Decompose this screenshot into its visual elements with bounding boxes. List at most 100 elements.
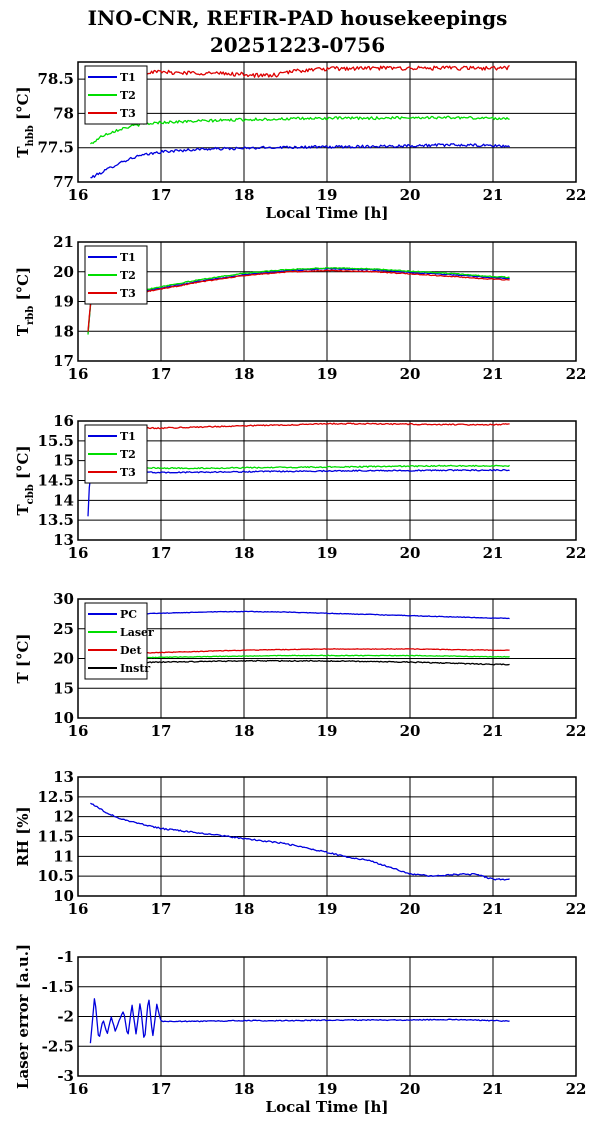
chart-1-ytick-label: 77.5 <box>37 139 74 157</box>
chart-6-plot-frame <box>77 956 577 1077</box>
chart-2-series-line-t3 <box>87 269 510 332</box>
chart-6-ytick-label: -2 <box>57 1008 74 1026</box>
chart-5-plot-frame <box>77 776 577 897</box>
chart-4-xtick-label: 19 <box>317 722 338 740</box>
chart-2-ytick-label: 19 <box>53 293 74 311</box>
chart-4-ytick-label: 25 <box>53 620 74 638</box>
chart-3-xtick-label: 20 <box>400 544 421 562</box>
chart-1-xtick-label: 16 <box>68 186 89 204</box>
chart-4-legend-label: Instr <box>120 662 150 675</box>
chart-4-ytick-label: 20 <box>53 650 74 668</box>
chart-4-legend-label: Laser <box>120 626 154 639</box>
chart-4-ytick-label: 15 <box>53 679 74 697</box>
chart-3-xtick-label: 16 <box>68 544 89 562</box>
chart-2-xtick-label: 16 <box>68 365 89 383</box>
chart-2-legend-label: T1 <box>120 251 136 264</box>
chart-4-series-line-instr <box>90 659 510 666</box>
chart-3-ytick-label: 15.5 <box>37 432 74 450</box>
chart-2-ylabel: Trbb [°C] <box>14 267 36 336</box>
chart-6-xlabel: Local Time [h] <box>266 1098 389 1116</box>
chart-2-ytick-label: 21 <box>53 233 74 251</box>
chart-2-xtick-label: 22 <box>566 365 587 383</box>
chart-1-legend-label: T1 <box>120 71 136 84</box>
chart-3-xtick-label: 17 <box>151 544 172 562</box>
chart-4-ylabel: T [°C] <box>14 633 32 683</box>
chart-5-series-line-1 <box>90 802 510 881</box>
chart-3-ytick-label: 16 <box>53 412 74 430</box>
chart-4-series-line-det <box>90 648 510 656</box>
chart-4-xtick-label: 20 <box>400 722 421 740</box>
chart-6-xtick-label: 16 <box>68 1080 89 1098</box>
chart-1-xlabel: Local Time [h] <box>266 204 389 222</box>
chart-4-ytick-label: 10 <box>53 709 74 727</box>
chart-1-ytick-label: 78 <box>53 104 74 122</box>
chart-3-ytick-label: 14 <box>53 491 74 509</box>
chart-1-series-line-t2 <box>89 115 510 145</box>
chart-3-xtick-label: 19 <box>317 544 338 562</box>
chart-6-xtick-label: 19 <box>317 1080 338 1098</box>
chart-1-ytick-label: 77 <box>53 173 74 191</box>
chart-2-xtick-label: 17 <box>151 365 172 383</box>
chart-3-ytick-label: 14.5 <box>37 472 74 490</box>
chart-3-xtick-label: 22 <box>566 544 587 562</box>
chart-4-xtick-label: 16 <box>68 722 89 740</box>
chart-5-ytick-label: 10.5 <box>37 867 74 885</box>
chart-5-ytick-label: 11.5 <box>37 828 74 846</box>
chart-6-series-line-1 <box>89 998 510 1044</box>
chart-2-series-line-t2 <box>87 266 510 335</box>
chart-1-legend-label: T2 <box>120 89 136 102</box>
chart-5-ytick-label: 10 <box>53 887 74 905</box>
chart-6-ylabel: Laser error [a.u.] <box>14 944 32 1089</box>
chart-5-xtick-label: 18 <box>234 900 255 918</box>
chart-1-plot-frame <box>77 61 577 183</box>
figure-title-line2: 20251223-0756 <box>209 33 386 57</box>
chart-5-xtick-label: 19 <box>317 900 338 918</box>
chart-3-legend-label: T1 <box>120 430 136 443</box>
chart-5-ytick-label: 13 <box>53 768 74 786</box>
chart-3-ytick-label: 15 <box>53 452 74 470</box>
chart-3-xtick-label: 21 <box>483 544 504 562</box>
chart-4-legend-label: PC <box>120 608 137 621</box>
chart-5-xtick-label: 21 <box>483 900 504 918</box>
chart-1-xtick-label: 21 <box>483 186 504 204</box>
chart-1-xtick-label: 22 <box>566 186 587 204</box>
chart-4-xtick-label: 21 <box>483 722 504 740</box>
chart-3-xtick-label: 18 <box>234 544 255 562</box>
chart-6-xtick-label: 17 <box>151 1080 172 1098</box>
chart-2-ytick-label: 17 <box>53 352 74 370</box>
figure-title-line1: INO-CNR, REFIR-PAD housekeepings <box>87 6 508 30</box>
chart-5-xtick-label: 22 <box>566 900 587 918</box>
chart-2-xtick-label: 18 <box>234 365 255 383</box>
chart-1-xtick-label: 17 <box>151 186 172 204</box>
chart-4-legend-label: Det <box>120 644 143 657</box>
chart-5-ytick-label: 12 <box>53 808 74 826</box>
chart-2-legend-label: T3 <box>120 287 136 300</box>
chart-5-ytick-label: 11 <box>53 847 74 865</box>
chart-2-xtick-label: 19 <box>317 365 338 383</box>
chart-4-plot-frame <box>77 598 577 719</box>
chart-1-ytick-label: 78.5 <box>37 70 74 88</box>
chart-5-ytick-label: 12.5 <box>37 788 74 806</box>
chart-6-ytick-label: -1.5 <box>42 978 74 996</box>
chart-3-legend-label: T3 <box>120 466 136 479</box>
chart-5-xtick-label: 17 <box>151 900 172 918</box>
chart-6-ytick-label: -1 <box>57 948 74 966</box>
chart-3-ytick-label: 13.5 <box>37 511 74 529</box>
chart-6-ytick-label: -3 <box>57 1067 74 1085</box>
chart-1-xtick-label: 20 <box>400 186 421 204</box>
chart-4-xtick-label: 22 <box>566 722 587 740</box>
chart-1-series-line-t3 <box>89 65 510 78</box>
chart-3-ylabel: Tcbb [°C] <box>14 445 36 515</box>
chart-3-series-line-t1 <box>87 468 510 517</box>
chart-2-ytick-label: 20 <box>53 263 74 281</box>
chart-6-ytick-label: -2.5 <box>42 1037 74 1055</box>
chart-2-ytick-label: 18 <box>53 322 74 340</box>
chart-4-xtick-label: 18 <box>234 722 255 740</box>
chart-2-xtick-label: 21 <box>483 365 504 383</box>
chart-3-ytick-label: 13 <box>53 531 74 549</box>
chart-2-series-line-t1 <box>87 267 510 334</box>
chart-4-series-line-pc <box>90 610 510 620</box>
chart-6-xtick-label: 21 <box>483 1080 504 1098</box>
chart-2-plot-frame <box>77 241 577 362</box>
